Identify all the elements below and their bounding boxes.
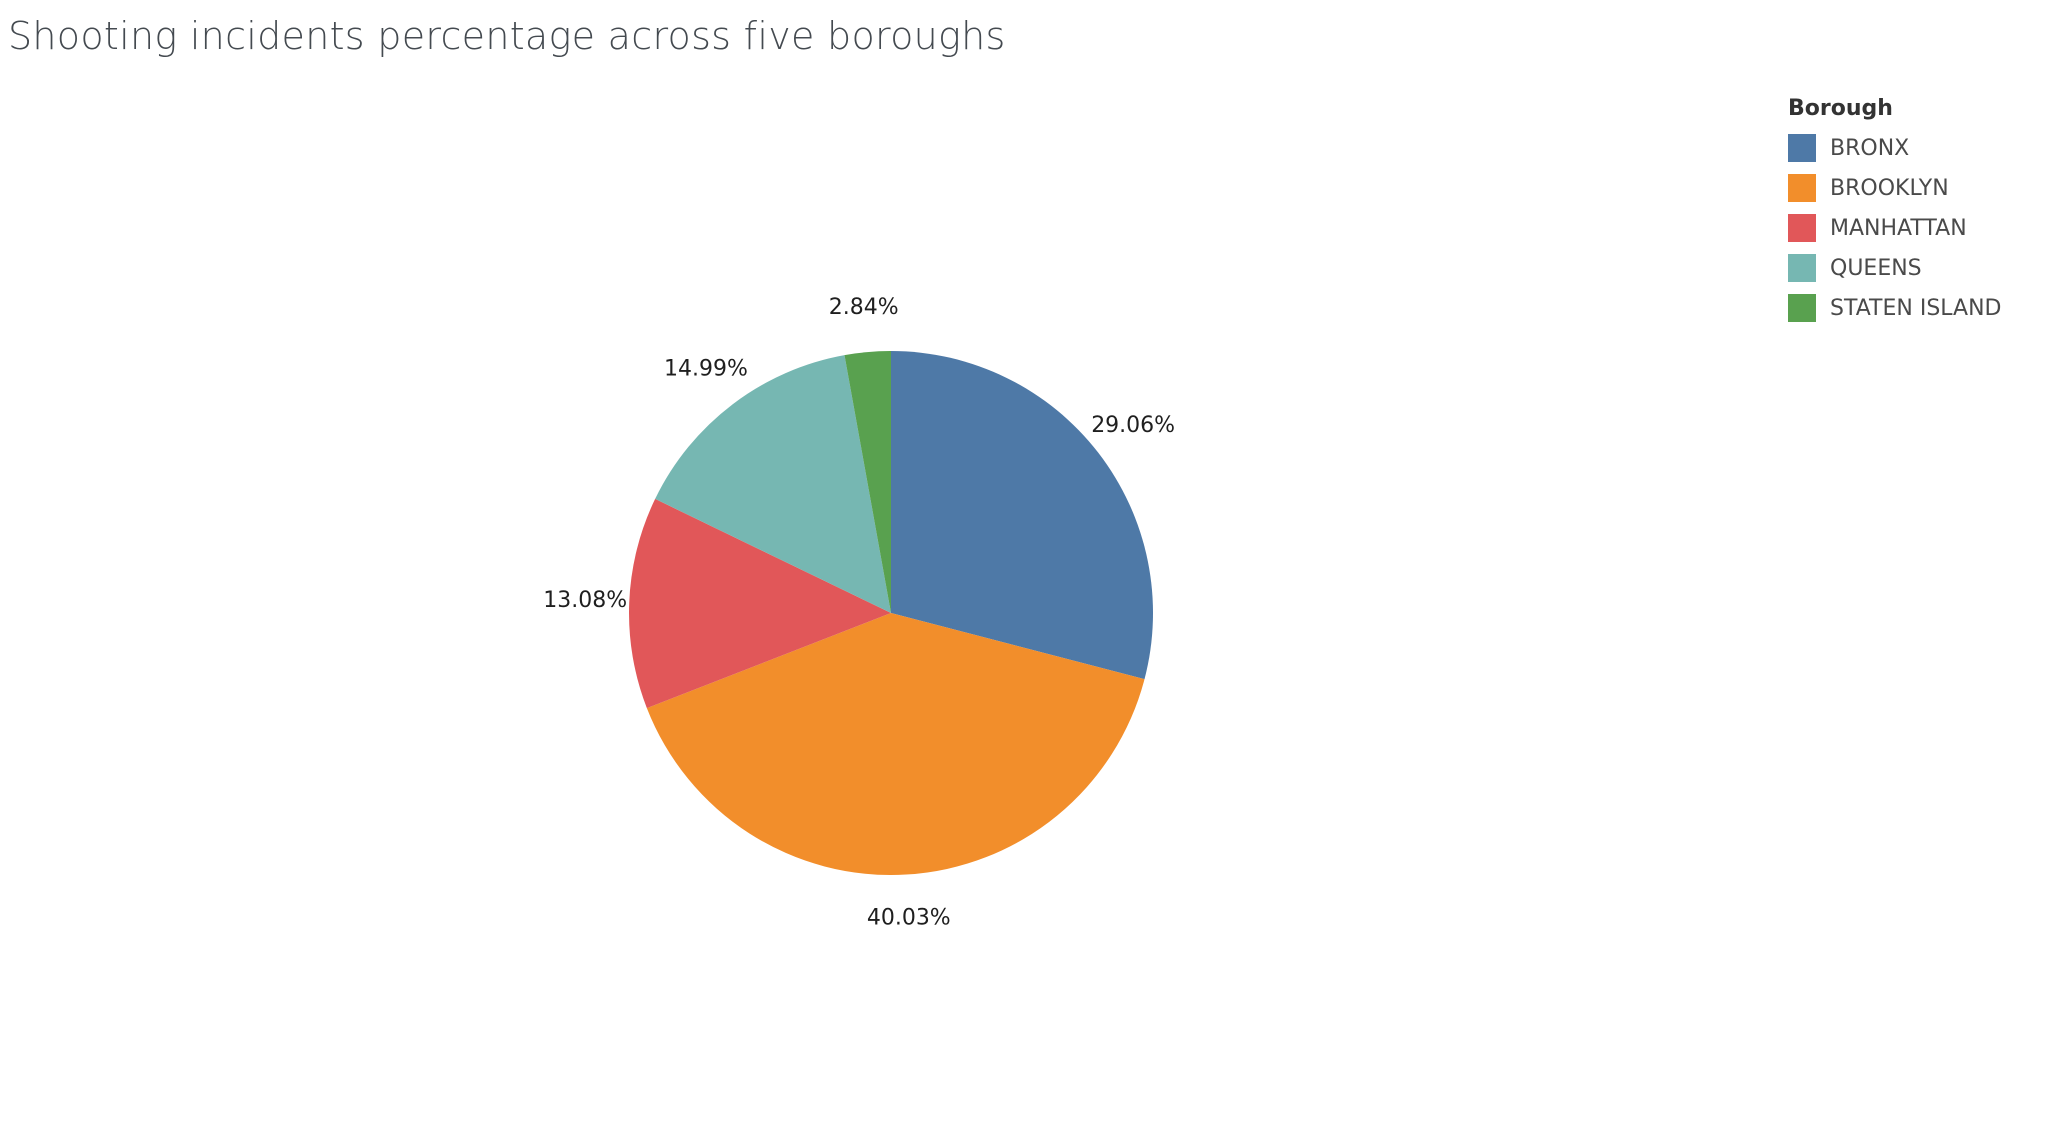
legend-swatch [1788, 254, 1816, 282]
legend-label: MANHATTAN [1830, 215, 1967, 241]
legend-item-queens[interactable]: QUEENS [1788, 248, 2002, 288]
legend-title: Borough [1788, 96, 1893, 121]
pie-slice-queens[interactable] [655, 355, 891, 613]
pie-slice-brooklyn[interactable] [646, 613, 1145, 875]
pie-slice-manhattan[interactable] [629, 498, 891, 709]
chart-title: Shooting incidents percentage across fiv… [8, 14, 1006, 58]
legend-label: QUEENS [1830, 255, 1922, 281]
pie-slices [629, 351, 1153, 875]
legend-item-bronx[interactable]: BRONX [1788, 128, 2002, 168]
legend-item-brooklyn[interactable]: BROOKLYN [1788, 168, 2002, 208]
slice-label-queens: 14.99% [664, 356, 748, 381]
legend-swatch [1788, 174, 1816, 202]
slice-label-brooklyn: 40.03% [867, 905, 951, 930]
legend-swatch [1788, 134, 1816, 162]
legend: Borough BRONX BROOKLYN MANHATTAN QUEENS STAT… [1788, 92, 2002, 328]
legend-item-staten-island[interactable]: STATEN ISLAND [1788, 288, 2002, 328]
legend-items: BRONX BROOKLYN MANHATTAN QUEENS STATEN ISLAN… [1788, 128, 2002, 328]
pie-slice-staten-island[interactable] [844, 351, 891, 613]
legend-swatch [1788, 294, 1816, 322]
legend-swatch [1788, 214, 1816, 242]
slice-label-bronx: 29.06% [1091, 413, 1175, 438]
slice-label-staten-island: 2.84% [829, 295, 899, 320]
legend-label: STATEN ISLAND [1830, 295, 2002, 321]
pie-labels: 29.06% 40.03% 13.08% 14.99% 2.84% [543, 295, 1175, 930]
slice-label-manhattan: 13.08% [543, 588, 627, 613]
legend-label: BRONX [1830, 135, 1910, 161]
legend-label: BROOKLYN [1830, 175, 1949, 201]
legend-item-manhattan[interactable]: MANHATTAN [1788, 208, 2002, 248]
pie-slice-bronx[interactable] [891, 351, 1153, 680]
